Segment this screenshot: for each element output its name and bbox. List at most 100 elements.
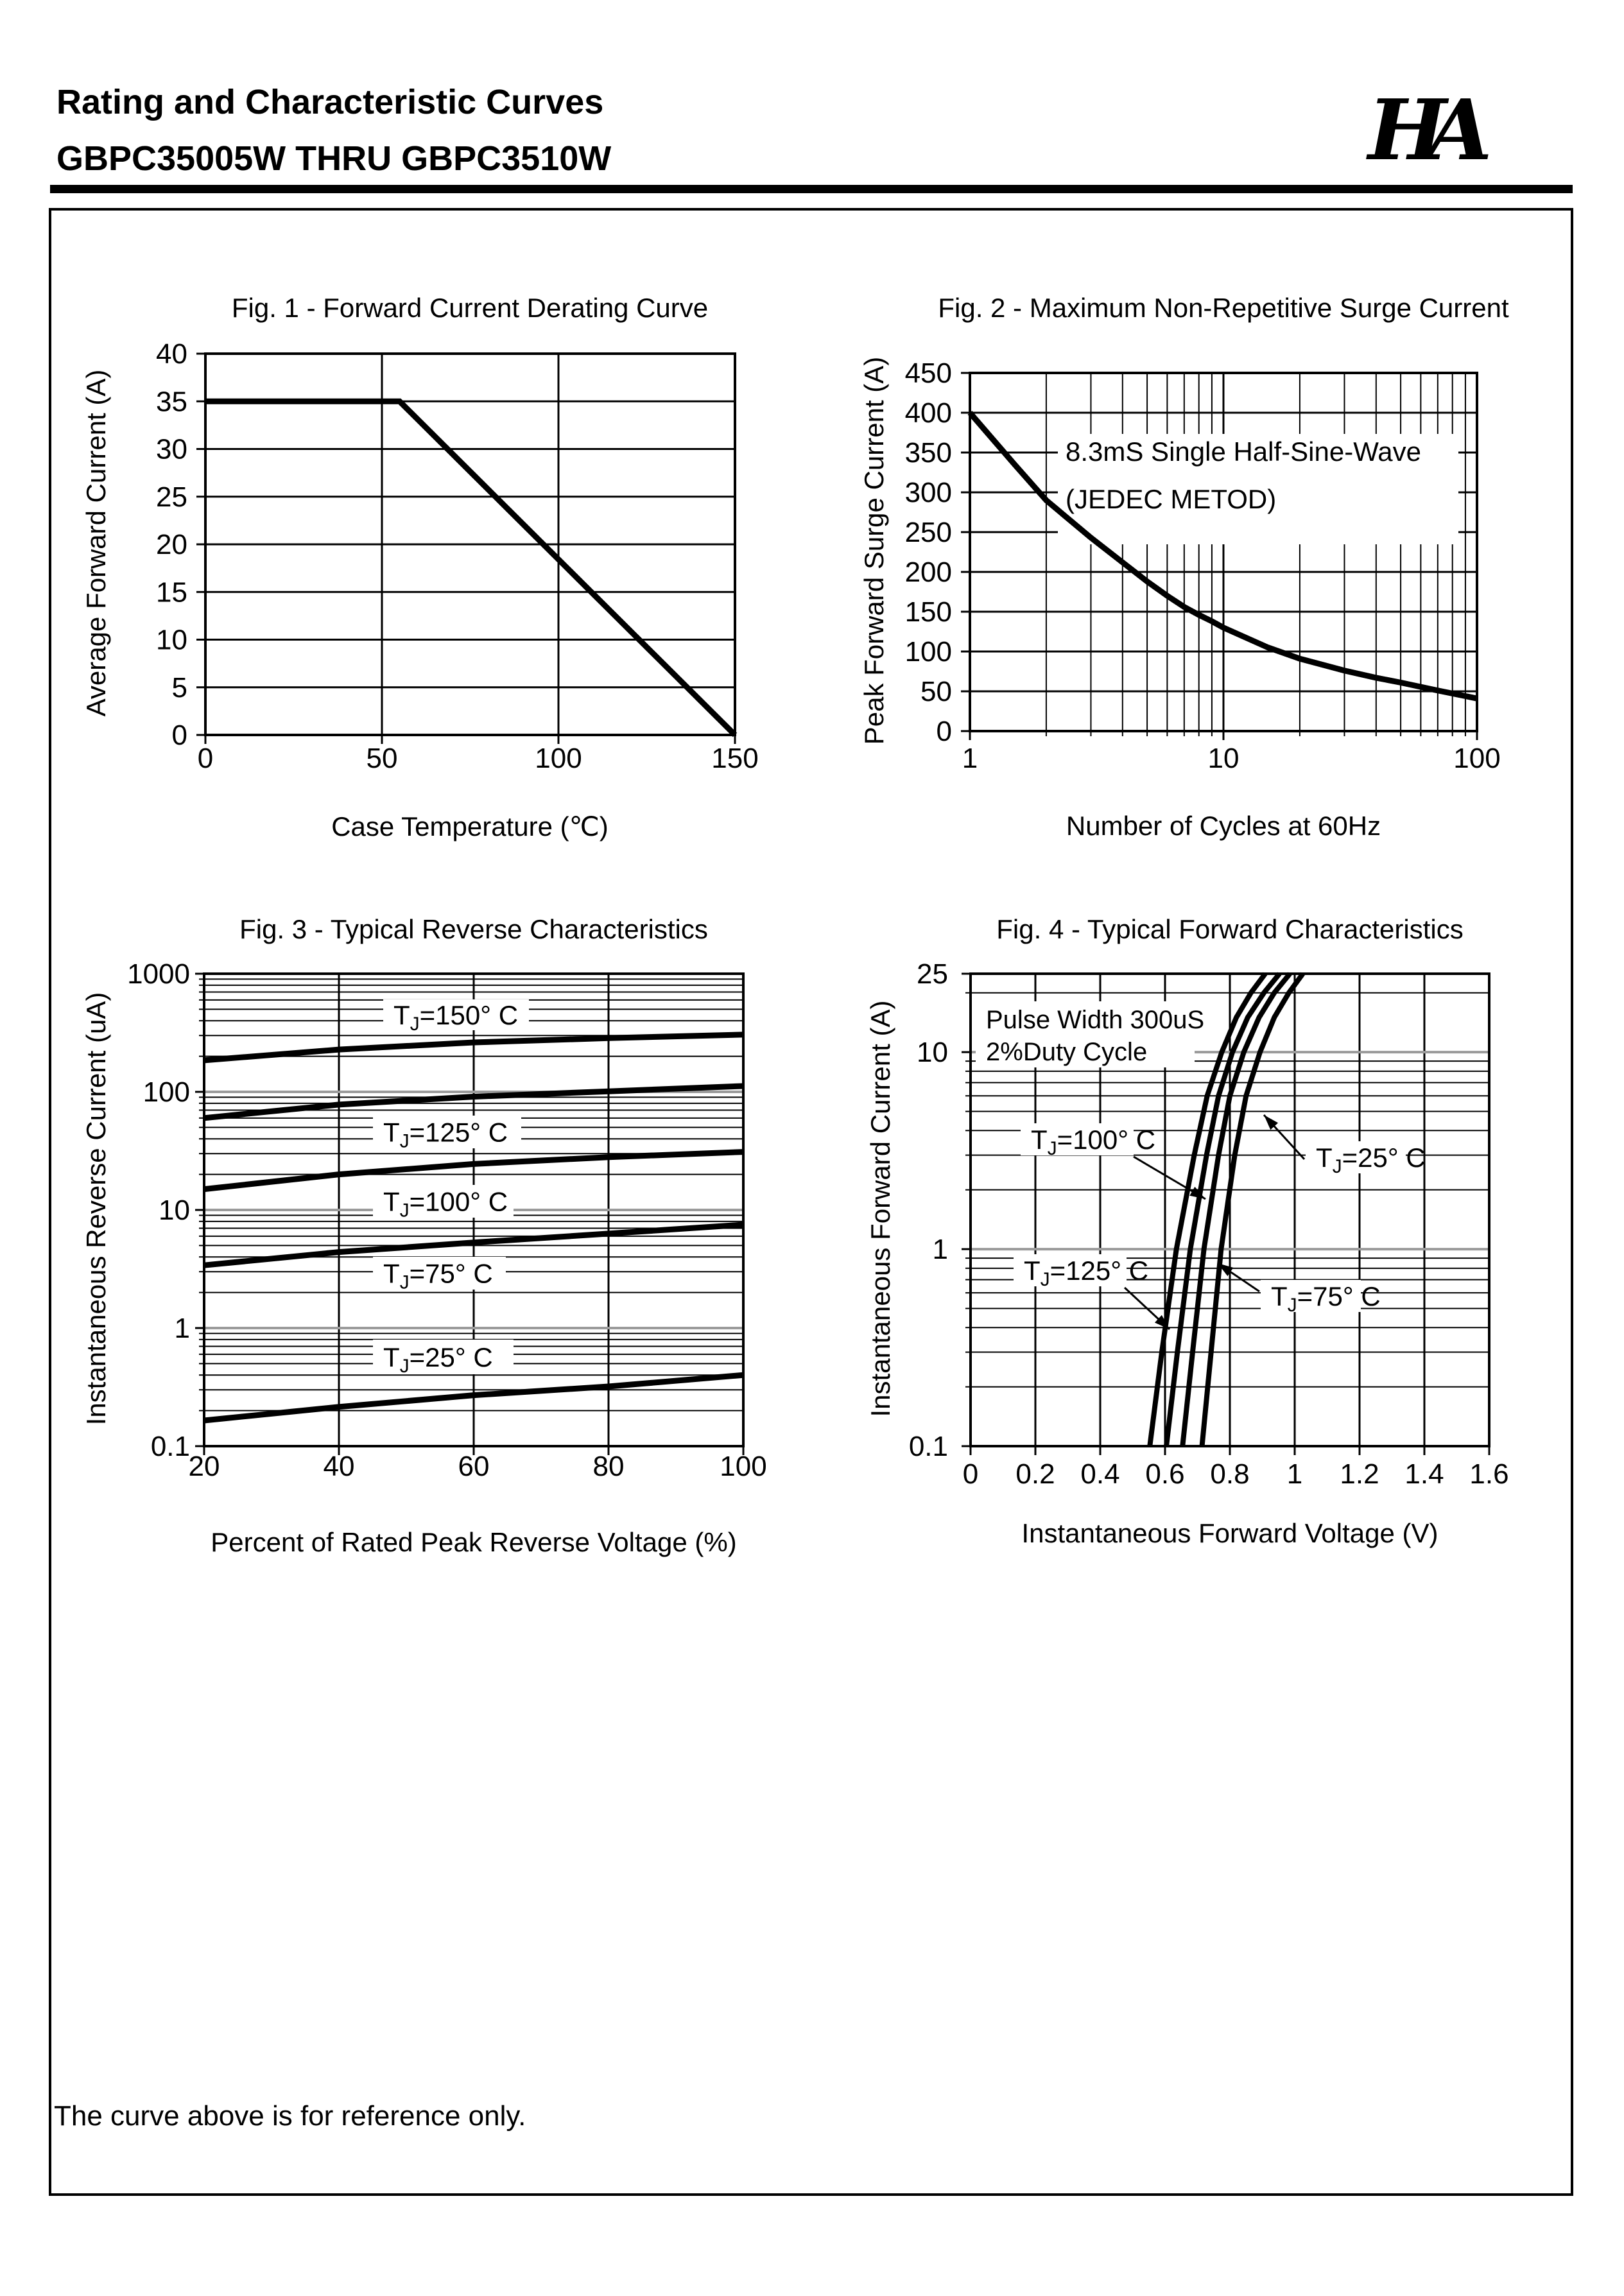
fig3-curve-label: TJ=125° C [383, 1118, 508, 1152]
page-header-title: Rating and Characteristic Curves [56, 83, 604, 121]
fig4-xtick-label: 0.6 [1145, 1458, 1184, 1490]
fig2-curve-surge-current [967, 411, 1478, 702]
fig4-xtick-label: 0.2 [1015, 1458, 1055, 1490]
fig3-ytick-label: 0.1 [151, 1431, 190, 1462]
fig4-xtick-label: 1.6 [1469, 1458, 1508, 1490]
fig1-xaxis-label: Case Temperature (℃) [331, 811, 609, 842]
fig4-curve-tj-25 [1199, 972, 1305, 1447]
fig1-xtick-label: 50 [367, 743, 398, 774]
fig4-curve-label-box [1306, 1141, 1406, 1173]
fig2-ytick-label: 50 [920, 676, 952, 707]
fig4-curve-label-box [1021, 1123, 1134, 1155]
fig1-xtick-label: 0 [198, 743, 213, 774]
fig3-ytick-label: 100 [143, 1076, 190, 1108]
fig2-xtick-label: 1 [962, 743, 978, 774]
fig2-ytick-label: 250 [905, 517, 952, 548]
fig3-graphics: TJ=150° C TJ=125° C TJ=100° C TJ=75° C TJ=25… [127, 958, 767, 1482]
fig3-curve-label: TJ=25° C [383, 1342, 493, 1377]
fig4-curve-label-box [1261, 1280, 1361, 1312]
fig4-curve-label: TJ=25° C [1316, 1143, 1426, 1177]
fig4-xtick-label: 0.4 [1080, 1458, 1119, 1490]
fig1-xtick-label: 100 [535, 743, 582, 774]
fig4-graphics: Pulse Width 300uS 2%Duty Cycle TJ=100° C TJ… [909, 958, 1509, 1490]
fig4-annotation-box [976, 1001, 1195, 1067]
fig4-label-arrowhead [1264, 1115, 1279, 1130]
fig4-ytick-label: 25 [917, 958, 948, 990]
fig2-ytick-label: 150 [905, 596, 952, 628]
fig2-grid [970, 373, 1477, 731]
fig4-ytick-label: 10 [917, 1037, 948, 1068]
fig3-curve-tj-75 [203, 1221, 744, 1268]
fig3-curves [203, 1031, 744, 1424]
fig1-ytick-label: 10 [156, 625, 187, 656]
fig4-xtick-label: 1.4 [1404, 1458, 1444, 1490]
fig4-ytick-label: 0.1 [909, 1431, 948, 1462]
fig4-curve-label-box [1014, 1254, 1127, 1286]
fig1-ytick-label: 25 [156, 481, 187, 513]
fig4-curve-label: TJ=100° C [1031, 1125, 1155, 1159]
fig3-title: Fig. 3 - Typical Reverse Characteristics [239, 914, 708, 944]
fig3-xaxis-label: Percent of Rated Peak Reverse Voltage (%… [211, 1527, 737, 1557]
fig4-xtick-label: 0 [963, 1458, 978, 1490]
fig2-xtick-label: 10 [1208, 743, 1240, 774]
fig1-yaxis-label: Average Forward Current (A) [81, 369, 111, 717]
fig3-curve-label-box [373, 1340, 514, 1374]
fig4-annotation-text: Pulse Width 300uS [986, 1006, 1204, 1034]
fig3-xtick-label: 40 [324, 1451, 355, 1482]
fig2-annotation-text: (JEDEC METOD) [1066, 484, 1276, 514]
fig3-curve-label: TJ=75° C [383, 1259, 493, 1293]
fig1-graphics: 0 50 100 150 0 5 10 15 20 25 30 35 40 [156, 338, 759, 774]
content-frame [49, 208, 1573, 2196]
fig4-xtick-label: 1 [1287, 1458, 1302, 1490]
fig4-curve-tj-125 [1147, 972, 1268, 1447]
fig1-ytick-label: 5 [172, 672, 187, 703]
fig3-xtick-label: 60 [458, 1451, 490, 1482]
fig2-curves [967, 411, 1478, 702]
fig3-yaxis-label: Instantaneous Reverse Current (uA) [81, 992, 111, 1426]
footer-note: The curve above is for reference only. [54, 2100, 526, 2132]
fig2-graphics: 8.3mS Single Half-Sine-Wave (JEDEC METOD)… [905, 358, 1501, 774]
fig2-ytick-label: 200 [905, 557, 952, 588]
fig4-curve-tj-100 [1164, 972, 1282, 1447]
fig4-yaxis-label: Instantaneous Forward Current (A) [865, 1000, 895, 1417]
fig2-ytick-label: 350 [905, 437, 952, 469]
fig3-curve-tj-150 [203, 1031, 744, 1064]
fig2-annotation-box [1058, 434, 1458, 544]
fig3-xtick-label: 80 [593, 1451, 625, 1482]
fig1-curves [205, 398, 738, 738]
fig4-annotation-text: 2%Duty Cycle [986, 1038, 1147, 1066]
fig3-ytick-label: 1000 [127, 958, 190, 990]
fig4-xtick-label: 0.8 [1210, 1458, 1249, 1490]
fig4-label-arrowhead [1189, 1186, 1205, 1199]
fig2-xaxis-label: Number of Cycles at 60Hz [1066, 811, 1381, 841]
fig1-curve-derating-curve [205, 398, 738, 738]
fig2-ytick-label: 450 [905, 358, 952, 389]
fig4-label-arrowhead [1218, 1263, 1234, 1277]
fig3-curve-tj-100 [203, 1149, 744, 1193]
fig4-xaxis-label: Instantaneous Forward Voltage (V) [1021, 1518, 1438, 1548]
fig2-yaxis-label: Peak Forward Surge Current (A) [859, 356, 889, 745]
fig2-xtick-label: 100 [1453, 743, 1500, 774]
fig3-curve-label-box [373, 1116, 521, 1148]
brand-logo: HA [1365, 96, 1508, 168]
fig4-xtick-label: 1.2 [1340, 1458, 1379, 1490]
fig1-title: Fig. 1 - Forward Current Derating Curve [231, 293, 709, 323]
fig4-curves [1147, 972, 1305, 1447]
fig4-ytick-label: 1 [933, 1234, 948, 1265]
fig3-curve-label: TJ=100° C [383, 1187, 508, 1221]
fig2-title: Fig. 2 - Maximum Non-Repetitive Surge Cu… [938, 293, 1509, 323]
fig2-ytick-label: 0 [937, 716, 952, 747]
part-number: GBPC35005W THRU GBPC3510W [56, 139, 612, 178]
fig2-ytick-label: 400 [905, 397, 952, 429]
fig2-ytick-label: 300 [905, 477, 952, 508]
fig1-ytick-label: 0 [172, 720, 187, 751]
fig1-ytick-label: 30 [156, 434, 187, 465]
fig4-curve-label: TJ=125° C [1024, 1256, 1148, 1290]
fig1-ytick-label: 40 [156, 338, 187, 370]
fig3-curve-label-box [383, 999, 529, 1030]
fig1-ytick-label: 20 [156, 529, 187, 560]
fig3-xtick-label: 20 [189, 1451, 220, 1482]
fig4-curve-label: TJ=75° C [1271, 1281, 1381, 1316]
